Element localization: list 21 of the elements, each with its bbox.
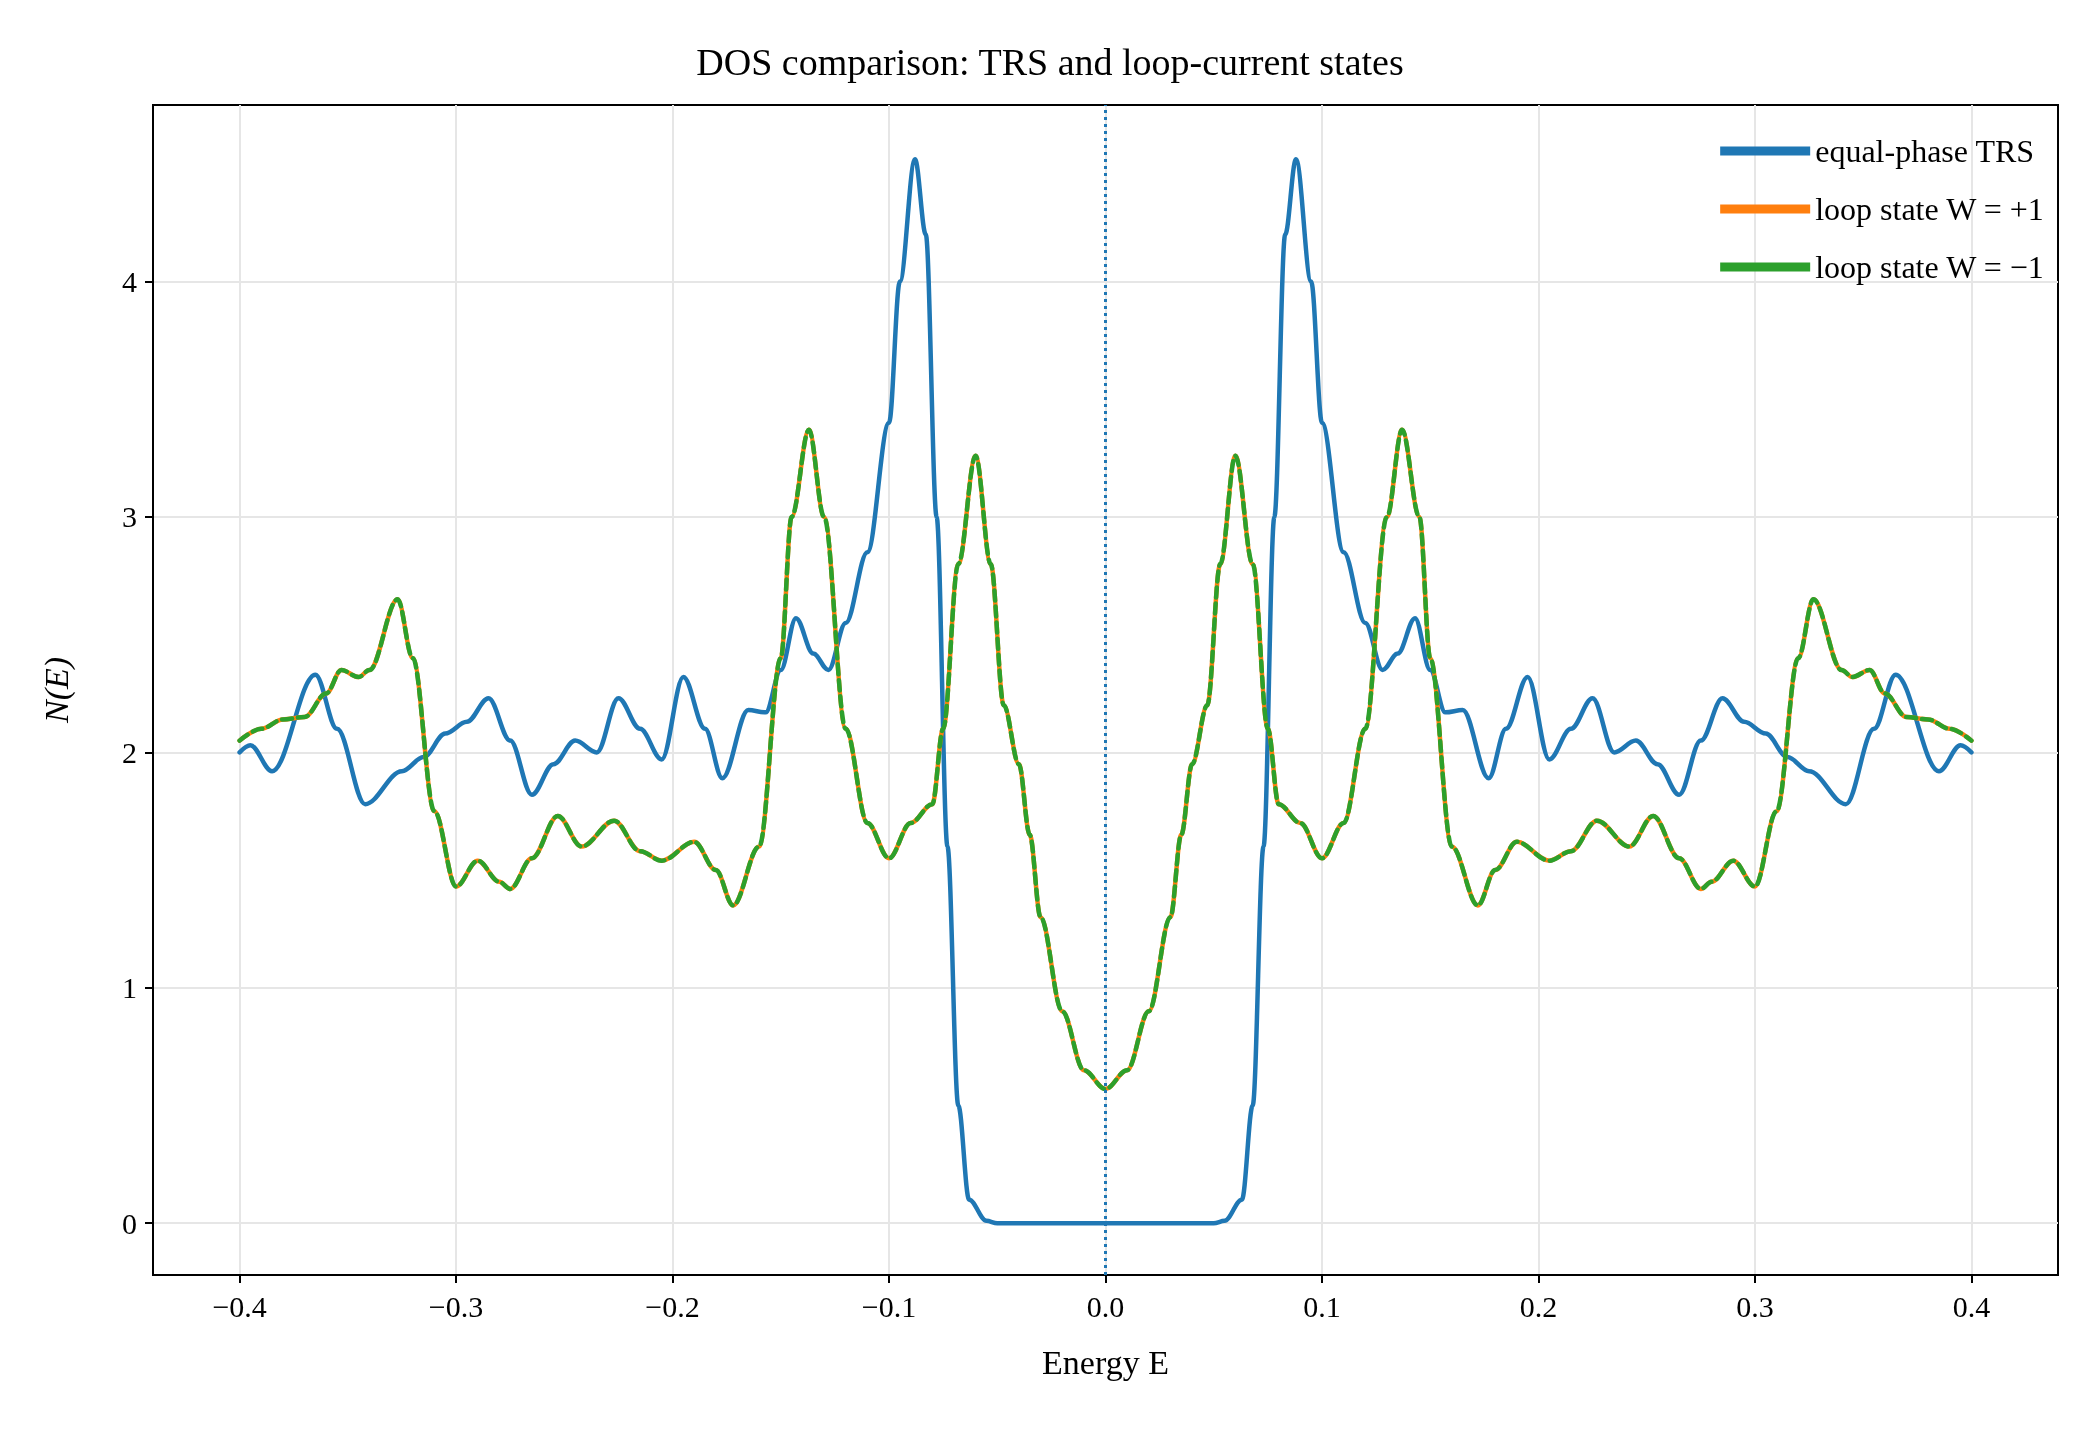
y-tick-label: 0 (122, 1206, 137, 1240)
legend-label: loop state W = −1 (1815, 249, 2044, 285)
line-series (237, 427, 1974, 1092)
x-tick-label: −0.1 (861, 1289, 917, 1323)
y-tick-label: 2 (122, 735, 137, 769)
y-tick-label: 4 (122, 265, 137, 299)
x-tick-label: 0.3 (1736, 1289, 1774, 1323)
y-tick-label: 1 (122, 971, 137, 1005)
x-tick-label: 0.1 (1303, 1289, 1341, 1323)
x-tick-label: 0.2 (1519, 1289, 1558, 1323)
y-tick-label: 3 (122, 500, 137, 534)
x-tick-label: −0.4 (212, 1289, 267, 1323)
x-tick-label: 0.4 (1952, 1289, 1991, 1323)
x-axis-title: Energy E (1042, 1343, 1169, 1381)
y-axis-title: N(E) (37, 656, 76, 725)
x-tick-label: 0.0 (1086, 1289, 1125, 1323)
legend-label: loop state W = +1 (1815, 191, 2044, 227)
x-tick-label: −0.2 (645, 1289, 700, 1323)
chart-title: DOS comparison: TRS and loop-current states (696, 41, 1404, 83)
x-tick-label: −0.3 (428, 1289, 484, 1323)
legend-label: equal-phase TRS (1815, 133, 2035, 169)
